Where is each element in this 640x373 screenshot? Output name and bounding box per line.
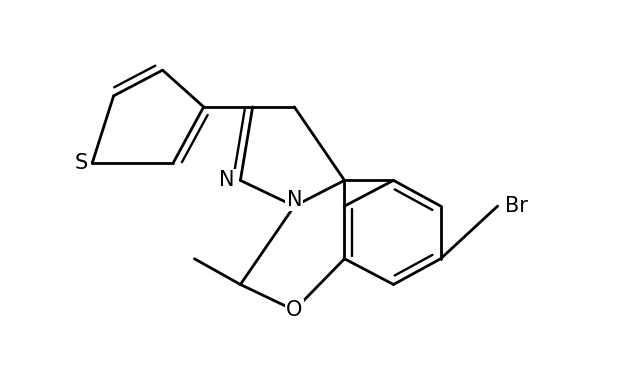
Text: Br: Br bbox=[505, 196, 528, 216]
Text: O: O bbox=[286, 300, 303, 320]
Text: S: S bbox=[74, 153, 88, 173]
Text: N: N bbox=[219, 170, 235, 190]
Text: N: N bbox=[287, 190, 302, 210]
